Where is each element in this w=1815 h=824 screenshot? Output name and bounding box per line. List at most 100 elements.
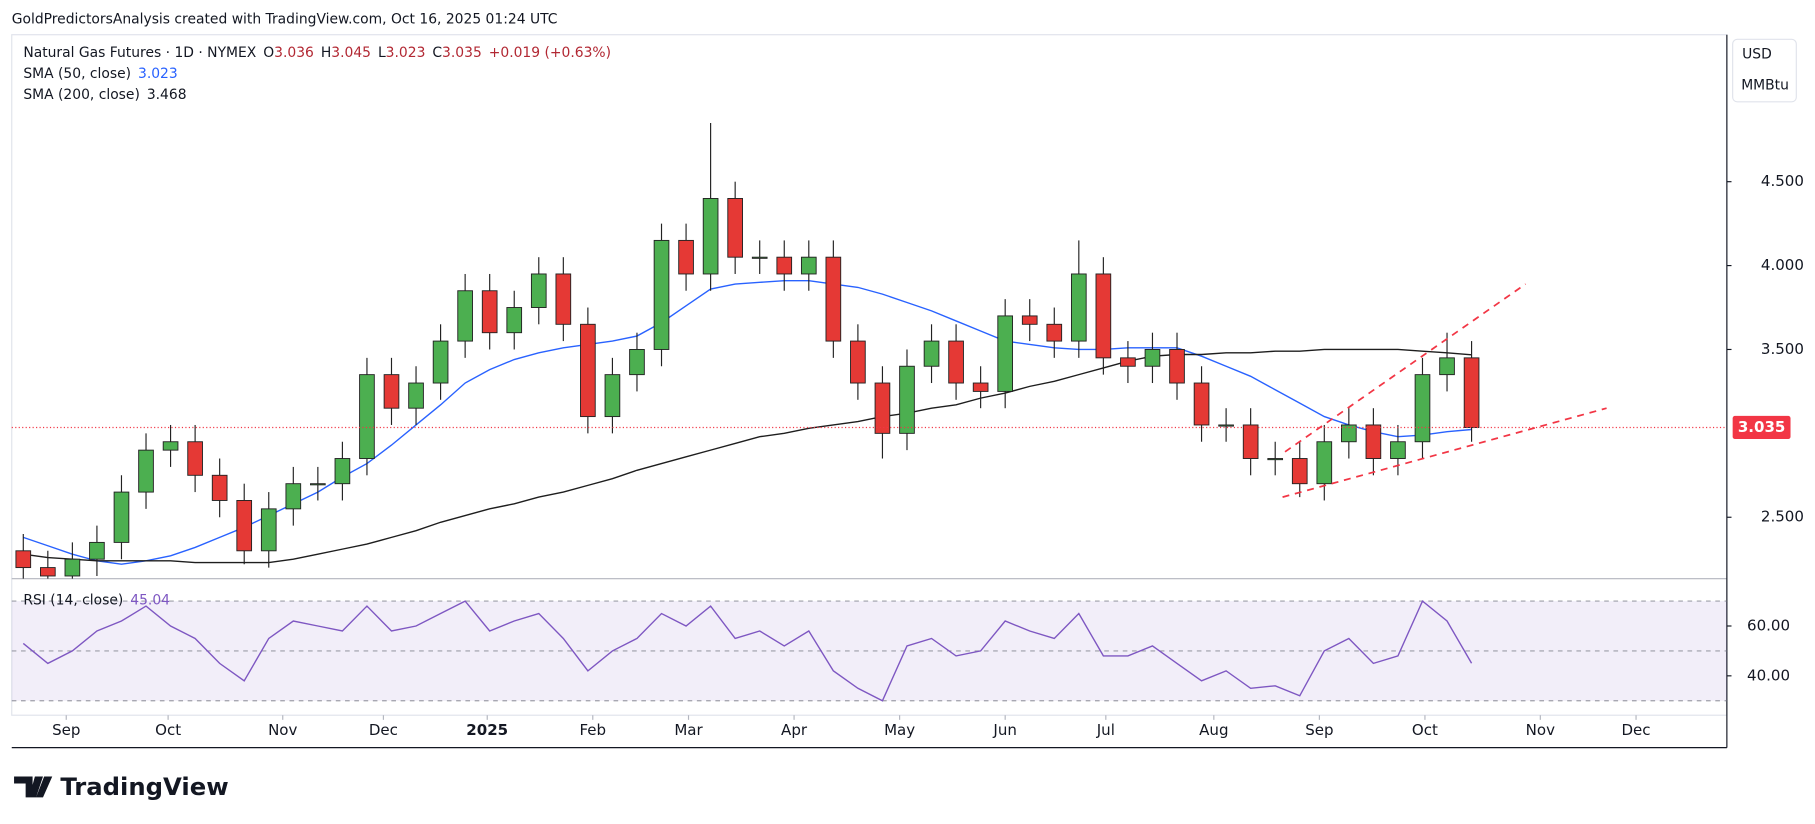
candle-body	[555, 273, 572, 325]
o-label: O	[263, 45, 274, 61]
sma50-name: SMA (50, close)	[23, 66, 131, 82]
candle-body	[1291, 458, 1308, 485]
x-tick-label: Sep	[52, 721, 80, 739]
x-tick-label: Sep	[1305, 721, 1333, 739]
candle-body	[800, 256, 817, 275]
plot: 2.500 3.500 4.000 4.500 Sep Oct Nov Dec 2025 Feb M…	[11, 122, 1804, 739]
candle-body	[211, 474, 228, 501]
sma-line	[23, 348, 1472, 564]
candle-body	[776, 256, 793, 275]
candle-body	[923, 340, 940, 367]
candle-body	[972, 382, 989, 392]
candle-body	[948, 340, 964, 384]
currency: USD	[1742, 46, 1772, 62]
candle-body	[457, 290, 473, 342]
candle-body	[825, 256, 842, 342]
candle-body	[64, 558, 81, 577]
x-tick-label: Oct	[155, 721, 181, 739]
candle-body	[997, 315, 1014, 392]
candle-body	[432, 340, 449, 384]
x-tick-label: Jul	[1096, 721, 1115, 739]
candle-body	[653, 239, 670, 350]
candle-body	[1316, 441, 1333, 485]
x-tick-label: Dec	[369, 721, 398, 739]
candle-body	[1046, 323, 1063, 342]
candle-body	[1120, 357, 1136, 367]
candle-body	[530, 273, 547, 308]
attribution: GoldPredictorsAnalysis created with Trad…	[12, 12, 558, 28]
candle-body	[1218, 424, 1234, 427]
candle-body	[899, 365, 915, 434]
candle-body	[383, 374, 400, 409]
o-value: 3.036	[274, 45, 314, 61]
last-price-badge	[1732, 415, 1791, 440]
candle-body	[162, 441, 179, 451]
c-label: C	[432, 45, 442, 61]
y-tick-label: 3.500	[1761, 340, 1804, 358]
x-tick-label: May	[884, 721, 915, 739]
x-tick-label: Jun	[992, 721, 1017, 739]
candle-body	[334, 458, 351, 485]
candle-body	[1365, 424, 1382, 459]
candle-body	[1463, 357, 1480, 428]
candle-body	[359, 374, 375, 459]
candle-body	[113, 491, 130, 543]
price-pane	[15, 122, 1480, 579]
logo-mark	[14, 776, 53, 798]
candle-body	[285, 483, 302, 510]
candle-body	[850, 340, 866, 384]
sma200-value: 3.468	[147, 87, 187, 103]
h-value: 3.045	[331, 45, 371, 61]
sma200-name: SMA (200, close)	[23, 87, 140, 103]
change: +0.019 (+0.63%)	[489, 45, 611, 61]
candle-body	[874, 382, 891, 434]
rsi-legend: RSI (14, close) 45.04	[23, 593, 170, 609]
sma50-legend: SMA (50, close) 3.023	[23, 66, 177, 82]
candle-body	[408, 382, 424, 409]
candle-body	[751, 256, 768, 259]
candle-body	[1021, 315, 1038, 325]
l-value: 3.023	[386, 45, 426, 61]
candle-body	[1193, 382, 1210, 426]
candle-body	[1144, 349, 1161, 367]
candle-body	[702, 198, 719, 275]
x-tick-label: Mar	[674, 721, 703, 739]
x-tick-label: Oct	[1412, 721, 1438, 739]
candle-body	[1267, 458, 1284, 461]
candle-body	[1439, 357, 1455, 376]
h-label: H	[321, 45, 331, 61]
brand-name: TradingView	[60, 772, 228, 801]
candle-body	[89, 541, 105, 560]
candle-body	[629, 349, 645, 376]
y-tick-label: 2.500	[1761, 508, 1804, 526]
candle-body	[138, 449, 154, 493]
candle-body	[727, 198, 743, 258]
candle-body	[1169, 349, 1185, 384]
rsi-tick-label: 60.00	[1747, 616, 1790, 634]
l-label: L	[378, 45, 386, 61]
trendline	[1282, 407, 1607, 498]
candle-body	[236, 500, 253, 552]
x-tick-label: Nov	[1526, 721, 1555, 739]
c-value: 3.035	[442, 45, 482, 61]
last-price-label: 3.035	[1738, 418, 1786, 436]
unit: MMBtu	[1741, 78, 1789, 94]
unit-box[interactable]	[1732, 38, 1797, 103]
x-tick-label: Feb	[579, 721, 606, 739]
candle-body	[678, 239, 694, 275]
candle-body	[15, 550, 32, 569]
candle-body	[260, 508, 277, 552]
legend-header: Natural Gas Futures · 1D · NYMEX O3.036 H3…	[23, 45, 611, 61]
candle-body	[1070, 273, 1087, 342]
candle-body	[1242, 424, 1259, 459]
x-tick-label: Aug	[1199, 721, 1228, 739]
y-tick-label: 4.000	[1761, 256, 1804, 274]
x-tick-label: Dec	[1621, 721, 1650, 739]
sma200-legend: SMA (200, close) 3.468	[23, 87, 186, 103]
x-tick-label: 2025	[466, 721, 508, 739]
candle-body	[1390, 441, 1406, 459]
candle-body	[506, 307, 523, 334]
brand-logo: TradingView	[14, 772, 229, 801]
